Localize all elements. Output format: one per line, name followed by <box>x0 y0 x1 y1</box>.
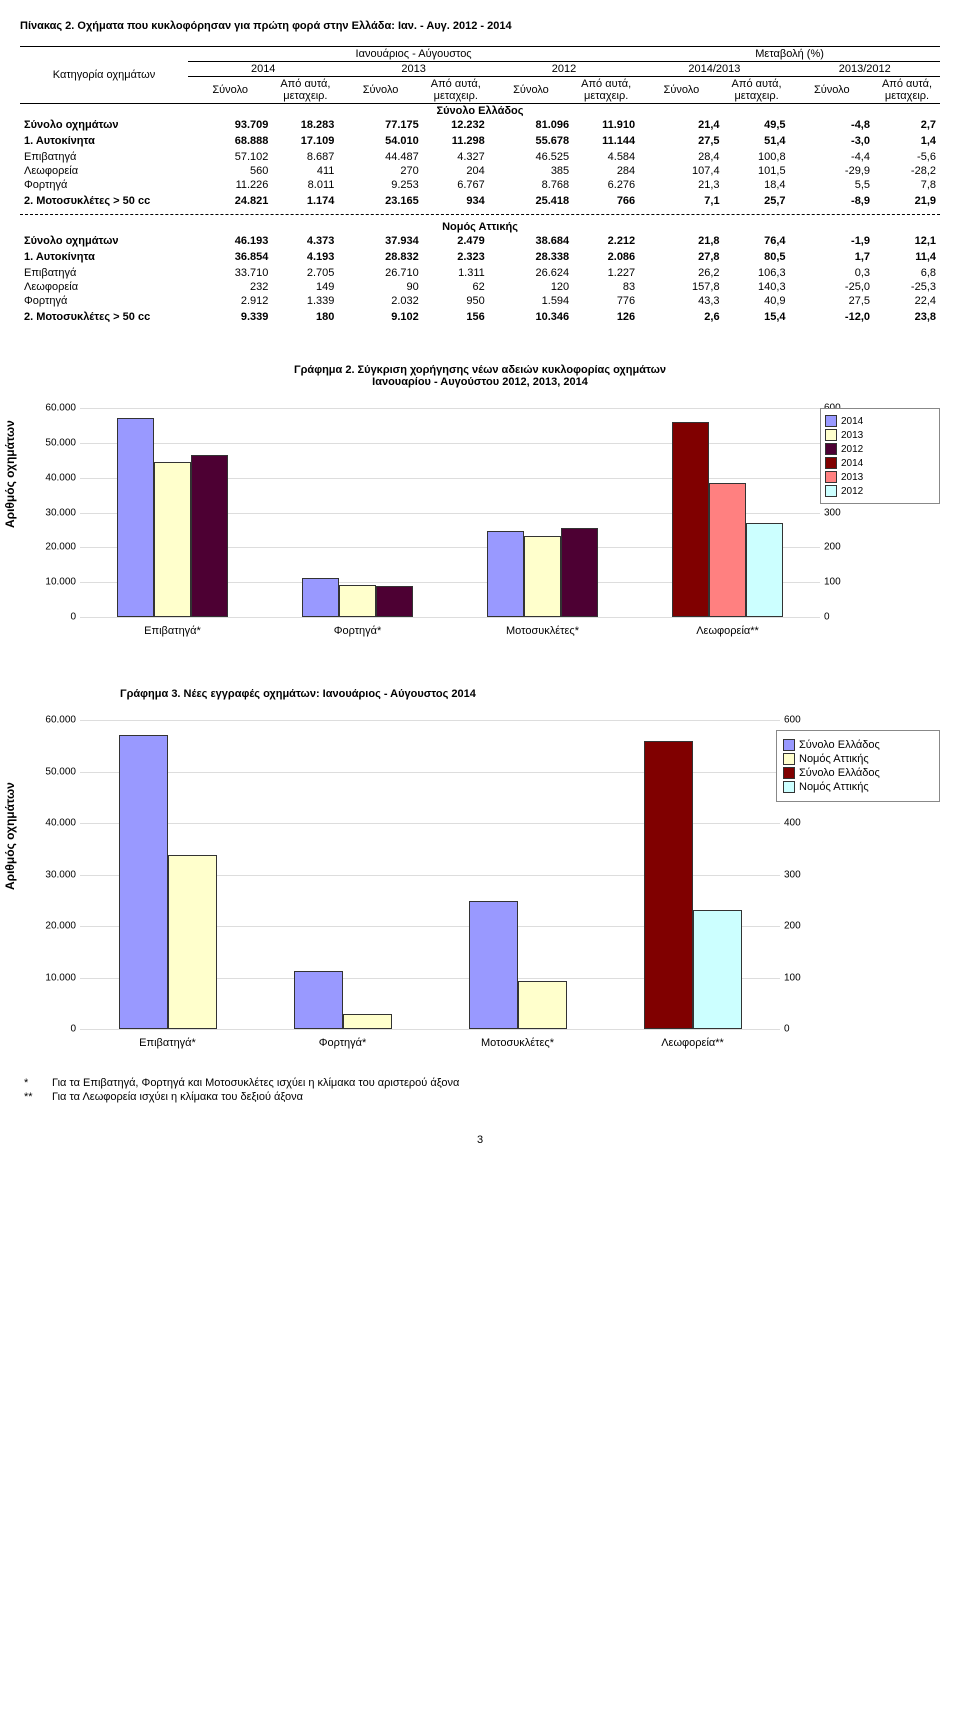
chart-bar <box>672 422 709 617</box>
chart-bar <box>168 855 217 1029</box>
chart-bar <box>469 901 518 1029</box>
section-ellados: Σύνολο Ελλάδος <box>20 104 940 119</box>
hdr-right: Μεταβολή (%) <box>639 47 940 62</box>
chart2-ylabel: Αριθμός οχημάτων <box>3 420 17 528</box>
table-row: Λεωφορεία232149906212083157,8140,3-25,0-… <box>20 280 940 294</box>
table-row: Σύνολο οχημάτων46.1934.37337.9342.47938.… <box>20 234 940 248</box>
chart-bar <box>339 585 376 617</box>
hdr-left: Ιανουάριος - Αύγουστος <box>188 47 639 62</box>
footnotes: *Για τα Επιβατηγά, Φορτηγά και Μοτοσυκλέ… <box>20 1076 940 1104</box>
chart-bar <box>302 578 339 617</box>
table-row: Επιβατηγά57.1028.68744.4874.32746.5254.5… <box>20 150 940 164</box>
chart-bar <box>117 418 154 617</box>
chart-bar <box>294 971 343 1029</box>
table-row: Λεωφορεία560411270204385284107,4101,5-29… <box>20 164 940 178</box>
chart-bar <box>191 455 228 617</box>
table-row: Φορτηγά2.9121.3392.0329501.59477643,340,… <box>20 294 940 308</box>
chart-bar <box>644 741 693 1029</box>
chart-bar <box>343 1014 392 1029</box>
chart2-title: Γράφημα 2. Σύγκριση χορήγησης νέων αδειώ… <box>20 364 940 388</box>
chart-bar <box>376 586 413 617</box>
col-category: Κατηγορία οχημάτων <box>20 47 188 104</box>
chart-bar <box>709 483 746 617</box>
data-table: Κατηγορία οχημάτων Ιανουάριος - Αύγουστο… <box>20 46 940 324</box>
table-row: Σύνολο οχημάτων93.70918.28377.17512.2328… <box>20 118 940 132</box>
chart-bar <box>746 523 783 617</box>
chart-bar <box>561 528 598 617</box>
chart3-title: Γράφημα 3. Νέες εγγραφές οχημάτων: Ιανου… <box>120 688 940 700</box>
chart-bar <box>693 910 742 1029</box>
table-row: 2. Μοτοσυκλέτες > 50 cc24.8211.17423.165… <box>20 194 940 208</box>
table-row: 1. Αυτοκίνητα68.88817.10954.01011.29855.… <box>20 134 940 148</box>
table-row: 2. Μοτοσυκλέτες > 50 cc9.3391809.1021561… <box>20 310 940 324</box>
chart3-ylabel: Αριθμός οχημάτων <box>3 782 17 890</box>
chart-bar <box>487 531 524 617</box>
chart-bar <box>154 462 191 617</box>
chart3-legend: Σύνολο ΕλλάδοςΝομός ΑττικήςΣύνολο Ελλάδο… <box>776 730 940 802</box>
table-row: Επιβατηγά33.7102.70526.7101.31126.6241.2… <box>20 266 940 280</box>
chart2-legend: 201420132012201420132012 <box>820 408 940 504</box>
chart-bar <box>119 735 168 1029</box>
chart-bar <box>518 981 567 1029</box>
table-title: Πίνακας 2. Οχήματα που κυκλοφόρησαν για … <box>20 20 940 32</box>
chart-bar <box>524 536 561 617</box>
table-row: Φορτηγά11.2268.0119.2536.7678.7686.27621… <box>20 178 940 192</box>
page-number: 3 <box>20 1134 940 1146</box>
section-attikis: Νομός Αττικής <box>20 220 940 234</box>
table-row: 1. Αυτοκίνητα36.8544.19328.8322.32328.33… <box>20 250 940 264</box>
